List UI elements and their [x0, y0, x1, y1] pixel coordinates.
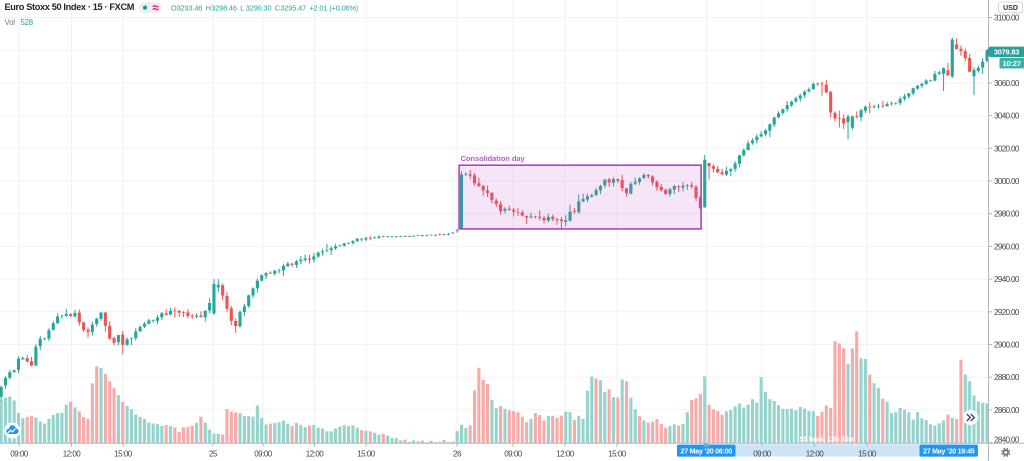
svg-text:Consolidation day: Consolidation day [461, 154, 526, 163]
svg-text:2940.00: 2940.00 [994, 275, 1020, 284]
svg-text:3020.00: 3020.00 [994, 144, 1020, 153]
svg-text:3079.83: 3079.83 [994, 48, 1019, 57]
svg-text:2960.00: 2960.00 [994, 242, 1020, 251]
svg-text:15:00: 15:00 [608, 450, 627, 459]
svg-text:3298.46: 3298.46 [211, 4, 237, 13]
svg-text:06:00: 06:00 [715, 447, 732, 455]
svg-text:USD: USD [1003, 5, 1018, 12]
svg-text:3293.46: 3293.46 [177, 4, 203, 13]
svg-text:+2.01 (+0.06%): +2.01 (+0.06%) [309, 4, 358, 13]
svg-text:H: H [206, 4, 211, 13]
svg-text:15:00: 15:00 [114, 450, 133, 459]
svg-text:09:00: 09:00 [10, 450, 29, 459]
svg-text:Vol: Vol [5, 18, 16, 27]
svg-text:3295.47: 3295.47 [280, 4, 306, 13]
svg-text:27 May ’20: 27 May ’20 [923, 447, 956, 455]
svg-text:12:00: 12:00 [556, 450, 575, 459]
svg-text:2880.00: 2880.00 [994, 373, 1020, 382]
svg-text:09:00: 09:00 [254, 450, 273, 459]
svg-text:3100.00: 3100.00 [994, 14, 1020, 23]
svg-text:2840.00: 2840.00 [994, 436, 1020, 445]
svg-text:2980.00: 2980.00 [994, 210, 1020, 219]
svg-text:09:00: 09:00 [504, 450, 523, 459]
svg-text:15:00: 15:00 [858, 450, 877, 459]
svg-text:15:00: 15:00 [357, 450, 376, 459]
svg-text:12:00: 12:00 [63, 450, 82, 459]
svg-text:3060.00: 3060.00 [994, 79, 1020, 88]
svg-text:10:27: 10:27 [1002, 59, 1020, 68]
svg-text:C: C [275, 4, 281, 13]
svg-text:55 bars, 13h 45m: 55 bars, 13h 45m [799, 435, 855, 444]
svg-text:2860.00: 2860.00 [994, 406, 1020, 415]
svg-text:26: 26 [453, 450, 462, 459]
svg-text:O: O [171, 4, 177, 13]
svg-text:09:00: 09:00 [753, 450, 772, 459]
svg-text:2900.00: 2900.00 [994, 341, 1020, 350]
svg-text:3290.30: 3290.30 [246, 4, 272, 13]
svg-text:Euro Stoxx 50 Index · 15 · FXC: Euro Stoxx 50 Index · 15 · FXCM [5, 2, 135, 12]
svg-text:12:00: 12:00 [806, 450, 825, 459]
svg-text:3040.00: 3040.00 [994, 112, 1020, 121]
svg-text:3000.00: 3000.00 [994, 177, 1020, 186]
svg-text:19:45: 19:45 [958, 447, 975, 455]
svg-text:27 May ’20: 27 May ’20 [681, 447, 714, 455]
svg-text:25: 25 [209, 450, 218, 459]
svg-text:528: 528 [21, 18, 33, 27]
svg-text:2920.00: 2920.00 [994, 308, 1020, 317]
svg-text:12:00: 12:00 [306, 450, 325, 459]
svg-text:L: L [240, 4, 244, 13]
